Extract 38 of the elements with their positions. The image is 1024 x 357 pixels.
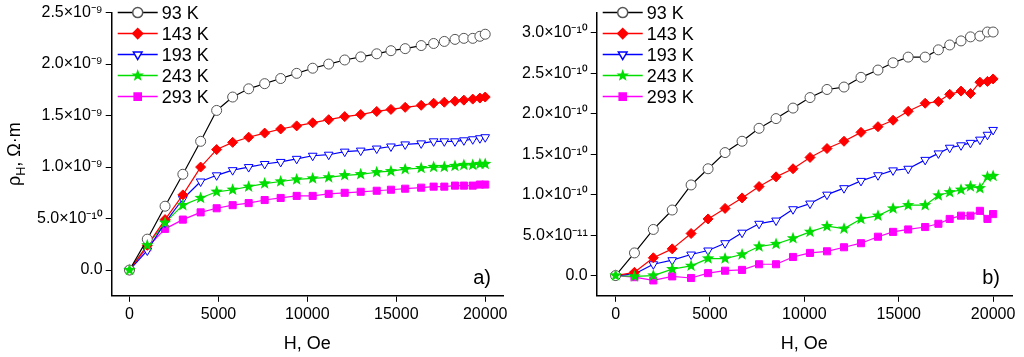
- y-tick-label: 1.0×10⁻¹⁰: [521, 185, 588, 203]
- y-tick-label: 1.5×10⁻⁹: [41, 105, 103, 123]
- annotation: a): [473, 265, 491, 288]
- x-axis-title: H, Oe: [283, 333, 331, 353]
- legend-label: 193 K: [646, 44, 694, 65]
- legend-label: 243 K: [161, 65, 209, 86]
- legend-label: 243 K: [646, 65, 694, 86]
- x-tick-label: 5000: [692, 304, 728, 322]
- y-tick-label: 5.0×10⁻¹⁰: [36, 208, 103, 226]
- x-tick-label: 0: [611, 304, 621, 322]
- legend-label: 93 K: [161, 2, 199, 23]
- y-tick-label: 0.0: [80, 260, 103, 278]
- x-tick-label: 15000: [876, 304, 922, 322]
- annotation: b): [982, 265, 1000, 288]
- y-tick-label: 0.0: [565, 265, 588, 283]
- y-tick-label: 2.0×10⁻⁹: [41, 54, 103, 72]
- legend-label: 293 K: [161, 86, 209, 107]
- legend-label: 93 K: [646, 2, 684, 23]
- x-tick-label: 20000: [462, 304, 508, 322]
- y-tick-label: 3.0×10⁻¹⁰: [521, 23, 588, 41]
- legend-label: 143 K: [161, 23, 209, 44]
- x-tick-label: 20000: [970, 304, 1016, 322]
- y-tick-label: 2.0×10⁻¹⁰: [521, 104, 588, 122]
- y-tick-label: 5.0×10⁻¹¹: [522, 225, 588, 243]
- x-tick-label: 5000: [200, 304, 237, 322]
- x-tick-label: 0: [125, 304, 135, 322]
- x-tick-label: 10000: [782, 304, 827, 322]
- y-tick-label: 2.5×10⁻⁹: [41, 3, 103, 21]
- y-tick-label: 1.5×10⁻¹⁰: [521, 144, 588, 162]
- x-tick-label: 15000: [374, 304, 419, 322]
- legend-label: 143 K: [646, 23, 694, 44]
- legend-label: 193 K: [161, 44, 209, 65]
- y-tick-label: 2.5×10⁻¹⁰: [521, 63, 588, 81]
- y-tick-label: 1.0×10⁻⁹: [41, 157, 103, 175]
- x-axis-title: H, Oe: [780, 333, 828, 353]
- x-tick-label: 10000: [285, 304, 330, 322]
- legend-label: 293 K: [646, 86, 694, 107]
- y-axis-title: ρH, Ω·m: [4, 122, 29, 187]
